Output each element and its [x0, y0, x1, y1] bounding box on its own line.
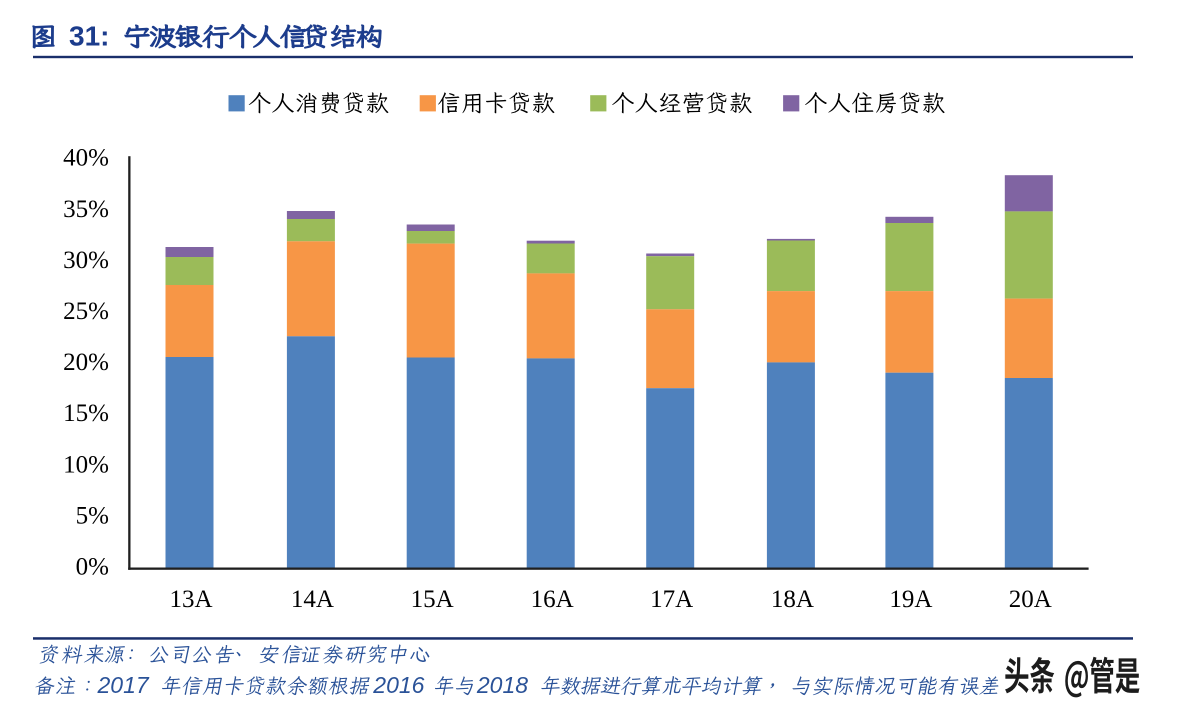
svg-text:30%: 30% — [63, 247, 109, 274]
svg-text:19A: 19A — [889, 586, 932, 613]
svg-text:31:: 31: — [69, 21, 109, 52]
svg-text:2018: 2018 — [476, 672, 528, 698]
svg-text:25%: 25% — [63, 298, 109, 325]
svg-text:35%: 35% — [63, 196, 109, 223]
svg-text:18A: 18A — [771, 586, 814, 613]
svg-text:2017: 2017 — [97, 672, 150, 698]
svg-text:20A: 20A — [1009, 586, 1052, 613]
svg-text:15A: 15A — [411, 586, 454, 613]
svg-text:14A: 14A — [291, 586, 334, 613]
svg-text:0%: 0% — [76, 554, 109, 581]
svg-text:17A: 17A — [650, 586, 693, 613]
svg-text:2016: 2016 — [372, 672, 424, 698]
svg-text:40%: 40% — [63, 145, 109, 172]
svg-text:15%: 15% — [63, 400, 109, 427]
svg-text:16A: 16A — [531, 586, 574, 613]
svg-text:20%: 20% — [63, 349, 109, 376]
svg-text:5%: 5% — [76, 502, 109, 529]
svg-text:10%: 10% — [63, 451, 109, 478]
svg-text:13A: 13A — [169, 586, 212, 613]
